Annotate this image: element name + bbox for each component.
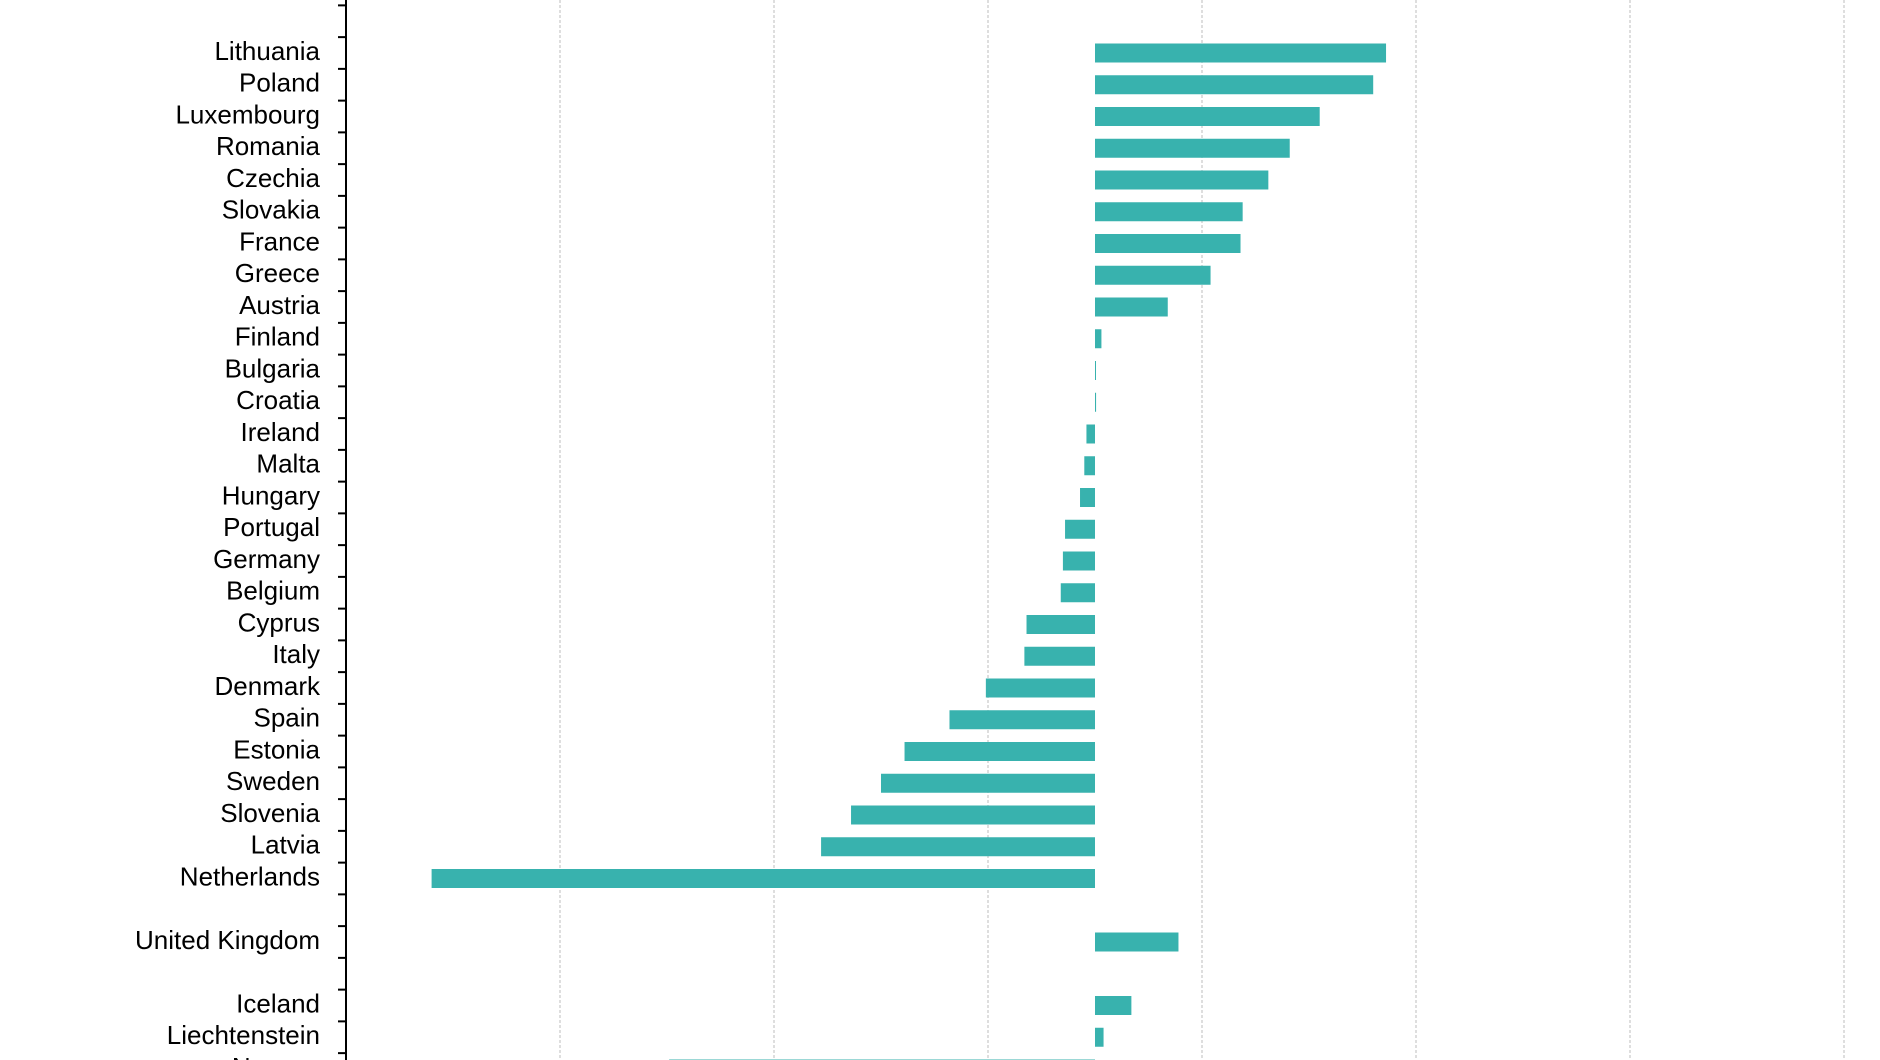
y-tick-label: Bulgaria [225,353,321,383]
y-tick-label: Netherlands [180,861,320,891]
bar [1095,170,1269,190]
y-tick-label: Hungary [222,480,320,510]
y-tick-label: Romania [216,131,321,161]
bar [949,710,1095,730]
bar [1095,75,1374,95]
y-tick-label: Ireland [241,417,321,447]
bar [1095,43,1387,63]
y-tick-label: Austria [239,290,320,320]
y-tick-label: Spain [254,703,321,733]
y-tick-label: Czechia [226,163,320,193]
bar [1080,488,1095,507]
y-tick-label: Malta [256,449,320,479]
y-tick-label: Norway [232,1052,320,1060]
bar [851,805,1095,825]
bar [1084,456,1095,476]
bar [985,678,1095,698]
y-tick-label: Slovenia [220,798,320,828]
y-tick-label: Belgium [226,576,320,606]
y-tick-label: Lithuania [214,36,320,66]
bar [1062,551,1095,571]
y-tick-label: Latvia [251,830,321,860]
bar [1060,583,1095,603]
bar [821,837,1095,857]
y-tick-label: Cyprus [238,607,320,637]
bar [1095,202,1243,222]
y-tick-label: Denmark [215,671,321,701]
bar [1095,932,1179,952]
y-tick-label: Slovakia [222,195,321,225]
bar [1086,424,1095,444]
y-tick-label: Portugal [223,512,320,542]
bar [881,773,1095,793]
bar [1095,1027,1104,1047]
y-tick-label: Luxembourg [175,99,320,129]
bar [1024,646,1095,666]
y-tick-label: Iceland [236,988,320,1018]
y-tick-label: Germany [213,544,320,574]
bar [1095,234,1241,253]
y-tick-label: Greece [235,258,320,288]
bar [1095,329,1102,349]
bar [904,742,1095,761]
bar [1065,519,1095,539]
y-tick-label: Finland [235,322,320,352]
y-tick-label: Poland [239,68,320,98]
y-tick-label: Italy [272,639,320,669]
y-tick-label: United Kingdom [135,925,320,955]
bar [1095,996,1132,1015]
y-tick-label: France [239,226,320,256]
bar [1095,107,1320,126]
bar [1095,138,1290,158]
y-tick-label: Estonia [233,734,320,764]
bar [1095,392,1097,412]
bar [431,869,1096,888]
bar [1095,297,1168,317]
bar [1026,615,1095,634]
bar [1095,265,1211,285]
y-tick-label: Sweden [226,766,320,796]
y-tick-label: Liechtenstein [167,1020,320,1050]
bar [1095,361,1096,380]
y-tick-label: Croatia [236,385,320,415]
